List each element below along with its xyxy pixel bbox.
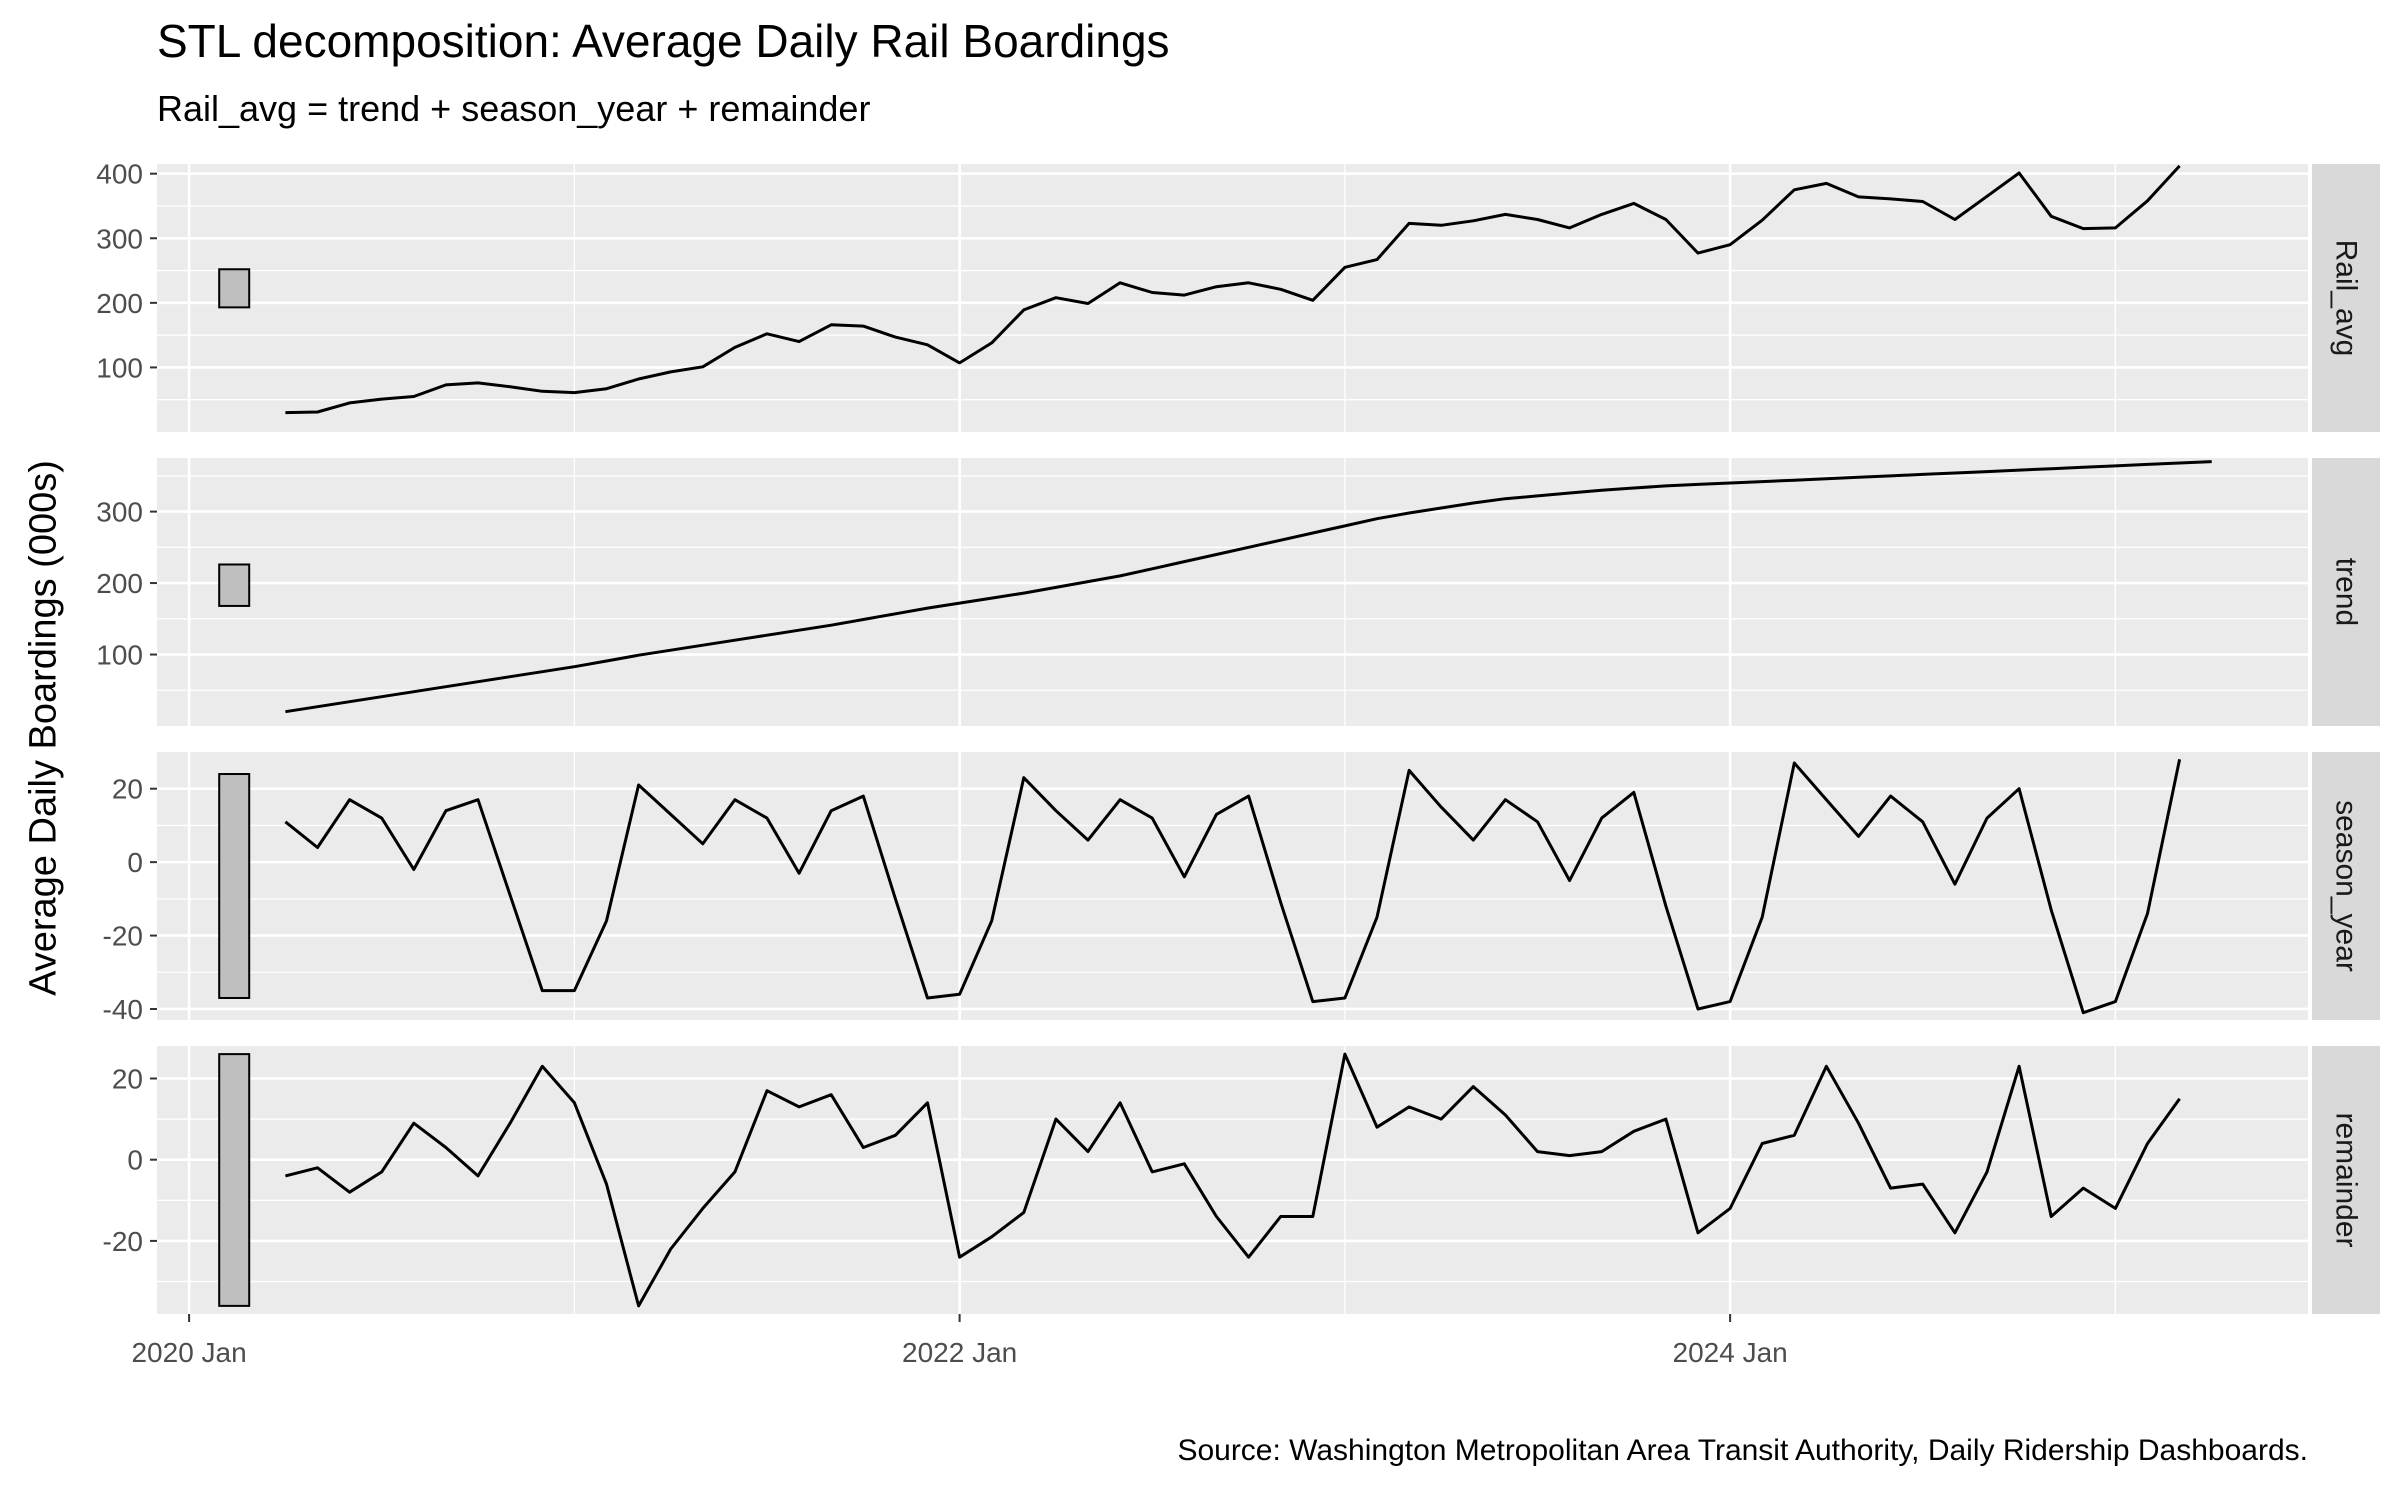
facet-strip-label: trend — [2330, 558, 2363, 626]
facet-strip — [2312, 1046, 2380, 1314]
x-tick-label: 2020 Jan — [131, 1337, 246, 1368]
series-line-season-year — [284, 758, 2182, 1015]
facet-panel-season-year: -40 -20 0 20 season_year — [103, 752, 2380, 1025]
facet-panel-remainder: -20 0 20 remainder — [103, 1046, 2380, 1314]
panel-background — [157, 1046, 2308, 1314]
facet-strip — [2312, 752, 2380, 1020]
chart-subtitle: Rail_avg = trend + season_year + remaind… — [157, 88, 871, 129]
y-tick-label: 400 — [96, 159, 143, 190]
x-tick-label: 2022 Jan — [902, 1337, 1017, 1368]
y-tick-label: 20 — [112, 774, 143, 805]
panel-background — [157, 458, 2308, 726]
x-tick-label: 2024 Jan — [1673, 1337, 1788, 1368]
series-line-trend — [285, 460, 2212, 714]
y-tick-label: -20 — [103, 1226, 143, 1257]
y-tick-label: -20 — [103, 921, 143, 952]
y-tick-label: 200 — [96, 288, 143, 319]
scale-bar — [218, 773, 251, 999]
facet-strip-label: season_year — [2330, 800, 2363, 972]
facet-strip — [2312, 458, 2380, 726]
scale-bar — [218, 1053, 251, 1307]
y-tick-label: 100 — [96, 640, 143, 671]
y-tick-label: -40 — [103, 994, 143, 1025]
series-line-Rail-avg — [285, 164, 2181, 415]
scale-bar — [218, 268, 251, 309]
series-line-remainder — [285, 1052, 2181, 1308]
chart-caption: Source: Washington Metropolitan Area Tra… — [1177, 1434, 2308, 1467]
y-tick-label: 300 — [96, 497, 143, 528]
y-tick-label: 300 — [96, 223, 143, 254]
panel-background — [157, 752, 2308, 1020]
facet-strip-label: Rail_avg — [2330, 240, 2363, 357]
y-tick-label: 100 — [96, 352, 143, 383]
facet-panel-trend: 100 200 300 trend — [96, 458, 2380, 726]
facet-panel-Rail-avg: 100 200 300 400 Rail_avg — [96, 159, 2380, 432]
facet-strip-label: remainder — [2330, 1112, 2363, 1247]
y-tick-label: 0 — [127, 1145, 143, 1176]
y-tick-label: 0 — [127, 847, 143, 878]
facet-strip — [2312, 164, 2380, 432]
panel-background — [157, 164, 2308, 432]
y-tick-label: 200 — [96, 568, 143, 599]
chart-title: STL decomposition: Average Daily Rail Bo… — [157, 15, 1170, 67]
y-tick-label: 20 — [112, 1063, 143, 1094]
scale-bar — [218, 563, 251, 607]
